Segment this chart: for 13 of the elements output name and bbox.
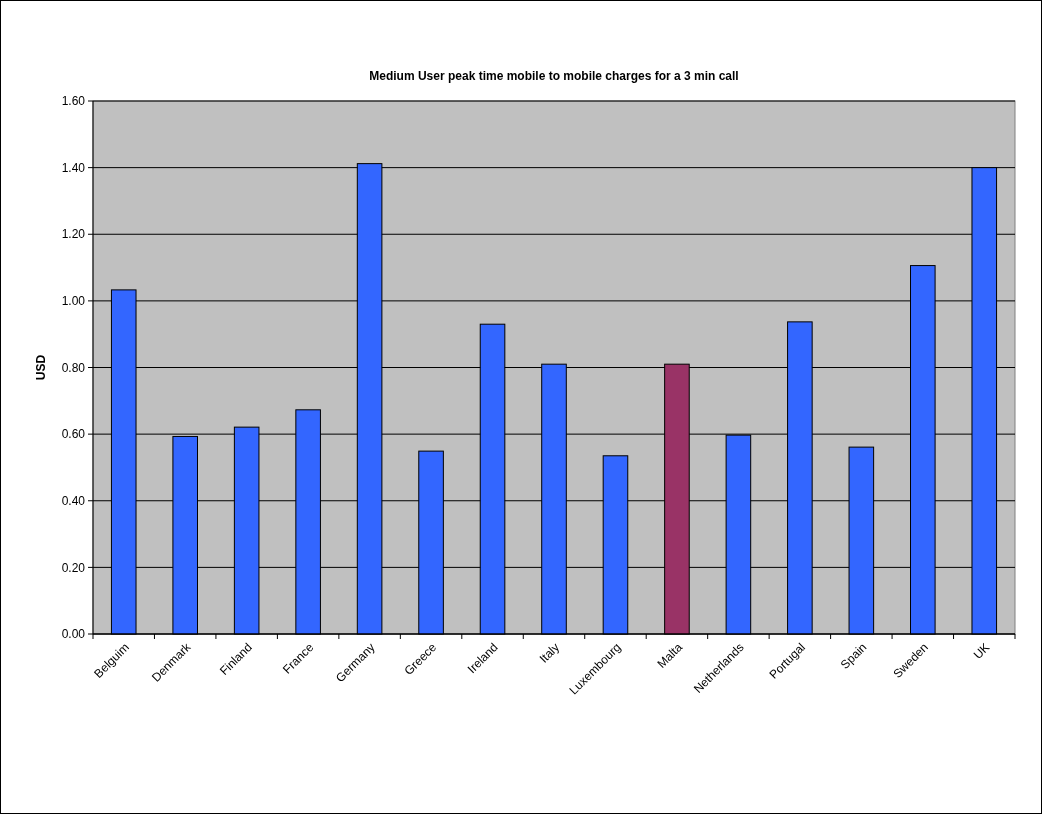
y-axis-title: USD <box>34 354 48 381</box>
x-tick-label: Italy <box>536 640 563 666</box>
y-tick-label: 0.00 <box>61 627 86 642</box>
y-tick-label: 0.60 <box>61 427 86 442</box>
y-tick-label: 1.60 <box>61 94 86 109</box>
x-tick-label: UK <box>970 640 993 662</box>
y-tick-label: 1.00 <box>61 294 86 309</box>
y-tick-label: 0.20 <box>61 560 86 575</box>
y-tick-label: 0.40 <box>61 493 86 508</box>
y-tick-label: 1.20 <box>61 227 86 242</box>
y-tick-label: 0.80 <box>61 360 86 375</box>
chart-title: Medium User peak time mobile to mobile charges for a 3 min call <box>369 69 739 83</box>
y-tick-label: 1.40 <box>61 160 86 175</box>
